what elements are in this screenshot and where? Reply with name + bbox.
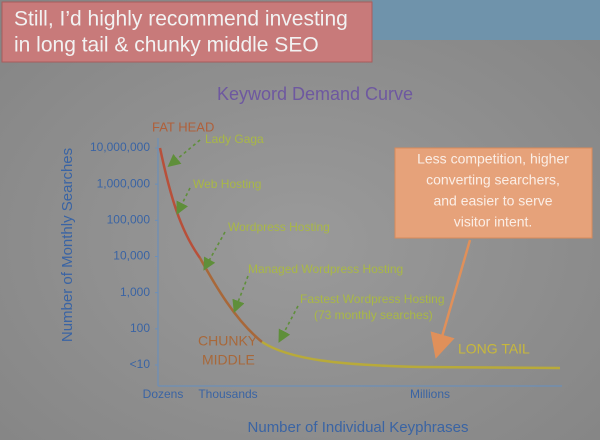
pointer (203, 231, 226, 271)
headline: Still, I’d highly recommend investing (14, 8, 348, 31)
y-tick-label: 10,000 (113, 249, 150, 263)
annotation: Lady Gaga (205, 132, 264, 146)
y-tick-label: 100,000 (107, 213, 151, 227)
headline: in long tail & chunky middle SEO (14, 34, 319, 57)
annotation: MIDDLE (202, 352, 255, 368)
callout-text: and easier to serve (433, 193, 552, 209)
annotation: LONG TAIL (458, 341, 530, 357)
pointer (278, 305, 299, 343)
annotation: (73 monthly searches) (314, 308, 433, 322)
y-axis-label: Number of Monthly Searches (59, 148, 76, 342)
curve-head (158, 147, 202, 259)
callout-arrow (430, 239, 472, 359)
x-tick-label: Millions (410, 387, 450, 401)
y-tick-label: 1,000,000 (97, 176, 151, 190)
annotation: Web Hosting (193, 177, 261, 191)
chart-title: Keyword Demand Curve (217, 84, 413, 104)
pointer (232, 275, 249, 313)
pointer (176, 187, 191, 215)
y-tick-label: 10,000,000 (90, 140, 150, 154)
callout-text: converting searchers, (426, 172, 560, 188)
y-tick-label: 100 (130, 321, 150, 335)
annotation: FAT HEAD (152, 119, 214, 134)
x-axis-label: Number of Individual Keyphrases (248, 419, 469, 436)
y-tick-label: <10 (130, 357, 151, 371)
curve-tail (261, 340, 561, 370)
callout-box (394, 147, 593, 239)
annotation: CHUNKY (198, 333, 258, 349)
y-tick-label: 1,000 (120, 285, 150, 299)
annotation: Fastest Wordpress Hosting (300, 292, 445, 306)
chart: <10 100 1,000 10,000 100,000 1,000,000 10,000,… (90, 119, 569, 401)
callout-text: Less competition, higher (417, 151, 569, 167)
x-tick-label: Dozens (143, 387, 184, 401)
callout-text: visitor intent. (454, 214, 533, 230)
headline-box (1, 1, 373, 63)
annotation: Managed Wordpress Hosting (248, 262, 403, 276)
annotation: Wordpress Hosting (228, 220, 330, 234)
pointer (167, 139, 201, 168)
top-band (372, 0, 600, 40)
x-tick-label: Thousands (198, 387, 257, 401)
